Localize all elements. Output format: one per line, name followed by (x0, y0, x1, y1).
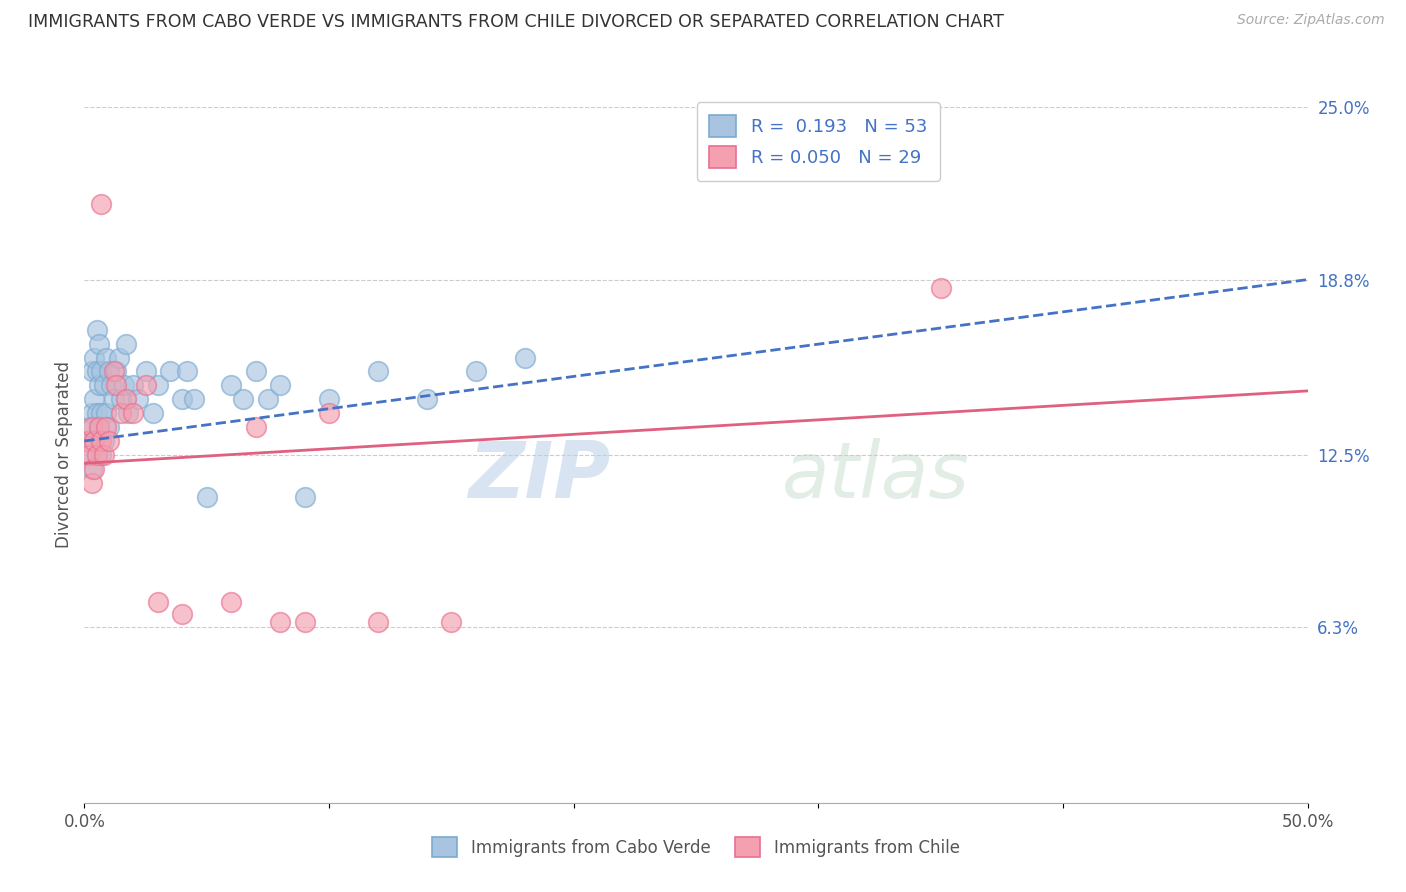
Point (416, 392, 439, 407)
Point (269, 615, 291, 629)
Point (93, 448, 115, 462)
Text: ZIP: ZIP (468, 438, 610, 514)
Point (97, 434, 120, 448)
Point (77, 448, 100, 462)
Point (86, 448, 108, 462)
Point (122, 378, 145, 392)
Point (86, 323, 108, 337)
Point (232, 392, 254, 407)
Point (103, 392, 125, 407)
Text: Source: ZipAtlas.com: Source: ZipAtlas.com (1237, 13, 1385, 28)
Point (105, 364, 128, 378)
Point (318, 406, 340, 420)
Point (112, 378, 135, 392)
Point (110, 392, 132, 407)
Point (87, 420, 110, 434)
Legend: Immigrants from Cabo Verde, Immigrants from Chile: Immigrants from Cabo Verde, Immigrants f… (426, 830, 966, 864)
Point (115, 392, 138, 407)
Point (83, 434, 105, 448)
Point (294, 490, 316, 504)
Point (172, 607, 194, 621)
Point (90, 434, 112, 448)
Point (83, 462, 105, 476)
Point (77, 420, 100, 434)
Point (122, 406, 145, 420)
Point (127, 392, 149, 407)
Point (90, 364, 112, 378)
Point (159, 364, 181, 378)
Point (440, 615, 463, 629)
Point (172, 392, 194, 407)
Point (97, 364, 120, 378)
Text: atlas: atlas (782, 438, 970, 514)
Point (219, 595, 242, 609)
Point (90, 197, 112, 211)
Point (96, 351, 118, 365)
Point (117, 406, 139, 420)
Point (83, 434, 105, 448)
Point (83, 351, 105, 365)
Point (367, 615, 389, 629)
Point (100, 378, 122, 392)
Point (245, 364, 267, 378)
Point (367, 364, 389, 378)
Point (86, 364, 108, 378)
Point (318, 392, 340, 407)
Point (77, 448, 100, 462)
Point (87, 336, 110, 351)
Point (76, 434, 98, 448)
Point (110, 406, 132, 420)
Point (142, 406, 165, 420)
Point (96, 420, 118, 434)
Point (176, 364, 198, 378)
Point (135, 364, 157, 378)
Point (103, 364, 125, 378)
Point (294, 615, 316, 629)
Point (105, 378, 128, 392)
Point (90, 406, 112, 420)
Point (83, 392, 105, 407)
Point (257, 392, 280, 407)
Point (135, 378, 157, 392)
Point (146, 378, 169, 392)
Point (90, 448, 112, 462)
Point (76, 434, 98, 448)
Point (87, 420, 110, 434)
Point (245, 420, 267, 434)
Point (183, 392, 205, 407)
Point (96, 406, 118, 420)
Point (107, 351, 129, 365)
Point (80, 475, 103, 490)
Point (80, 462, 103, 476)
Point (219, 378, 242, 392)
Point (115, 336, 138, 351)
Point (269, 378, 291, 392)
Point (929, 281, 952, 295)
Text: IMMIGRANTS FROM CABO VERDE VS IMMIGRANTS FROM CHILE DIVORCED OR SEPARATED CORREL: IMMIGRANTS FROM CABO VERDE VS IMMIGRANTS… (28, 13, 1004, 31)
Point (146, 595, 169, 609)
Point (80, 420, 103, 434)
Point (86, 406, 108, 420)
Point (97, 420, 120, 434)
Y-axis label: Divorced or Separated: Divorced or Separated (55, 361, 73, 549)
Point (93, 434, 115, 448)
Point (80, 364, 103, 378)
Point (464, 364, 486, 378)
Point (93, 378, 115, 392)
Point (513, 351, 536, 365)
Point (195, 490, 218, 504)
Point (87, 378, 110, 392)
Point (80, 406, 103, 420)
